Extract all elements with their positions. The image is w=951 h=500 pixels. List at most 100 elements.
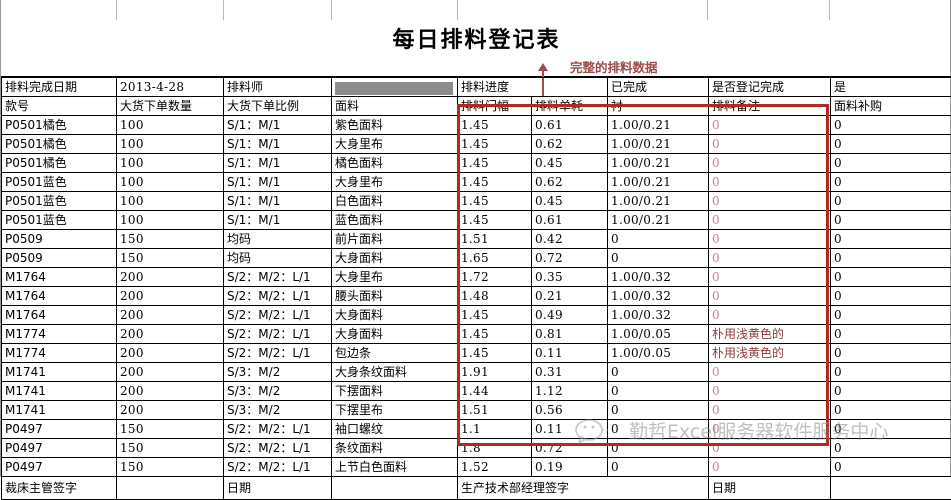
cell-order-ratio[interactable]: S/2：M/2：L/1 [224, 420, 332, 439]
cell-remark[interactable]: 0 [709, 230, 831, 249]
cell-order-ratio[interactable]: S/2：M/2：L/1 [224, 268, 332, 287]
cell-style-no[interactable]: M1741 [2, 401, 117, 420]
cell-unit-consume[interactable]: 0.62 [532, 135, 608, 154]
cell-unit-consume[interactable]: 0.21 [532, 287, 608, 306]
cell-unit-consume[interactable]: 0.81 [532, 325, 608, 344]
cell-style-no[interactable]: M1774 [2, 325, 117, 344]
cell-style-no[interactable]: P0501橘色 [2, 154, 117, 173]
cell-unit-consume[interactable]: 0.42 [532, 230, 608, 249]
cell-unit-consume[interactable]: 0.19 [532, 458, 608, 477]
cell-fabric[interactable]: 紫色面料 [332, 116, 458, 135]
cell-order-ratio[interactable]: S/3：M/2 [224, 401, 332, 420]
cell-order-qty[interactable]: 200 [117, 268, 224, 287]
cell-order-ratio[interactable]: S/1：M/1 [224, 135, 332, 154]
cell-marker-width[interactable]: 1.1 [458, 420, 532, 439]
cell-order-ratio[interactable]: S/2：M/2：L/1 [224, 306, 332, 325]
cell-fabric[interactable]: 大身里布 [332, 135, 458, 154]
cell-interlining[interactable]: 1.00/0.21 [608, 116, 709, 135]
cell-remark[interactable]: 0 [709, 439, 831, 458]
cell-fabric-repurchase[interactable]: 0 [831, 401, 951, 420]
cell-order-qty[interactable]: 100 [117, 173, 224, 192]
cell-fabric[interactable]: 腰头面料 [332, 287, 458, 306]
cell-order-ratio[interactable]: S/3：M/2 [224, 382, 332, 401]
cell-fabric[interactable]: 条纹面料 [332, 439, 458, 458]
cell-interlining[interactable]: 0 [608, 230, 709, 249]
cell-style-no[interactable]: M1774 [2, 344, 117, 363]
cell-interlining[interactable]: 0 [608, 382, 709, 401]
cell-remark[interactable]: 0 [709, 211, 831, 230]
cell-order-qty[interactable]: 200 [117, 344, 224, 363]
cell-marker-width[interactable]: 1.45 [458, 306, 532, 325]
cell-order-qty[interactable]: 200 [117, 382, 224, 401]
cell-interlining[interactable]: 1.00/0.05 [608, 325, 709, 344]
cell-marker-width[interactable]: 1.65 [458, 249, 532, 268]
cell-interlining[interactable]: 1.00/0.05 [608, 344, 709, 363]
cell-interlining[interactable]: 0 [608, 439, 709, 458]
cell-unit-consume[interactable]: 0.31 [532, 363, 608, 382]
cell-order-qty[interactable]: 100 [117, 135, 224, 154]
cell-order-qty[interactable]: 100 [117, 192, 224, 211]
cell-marker-width[interactable]: 1.45 [458, 325, 532, 344]
cell-order-qty[interactable]: 150 [117, 249, 224, 268]
cell-marker-width[interactable]: 1.8 [458, 439, 532, 458]
cell-order-qty[interactable]: 200 [117, 287, 224, 306]
cell-interlining[interactable]: 0 [608, 363, 709, 382]
cell-unit-consume[interactable]: 0.72 [532, 439, 608, 458]
cell-style-no[interactable]: P0497 [2, 420, 117, 439]
cell-fabric-repurchase[interactable]: 0 [831, 344, 951, 363]
cell-marker-width[interactable]: 1.45 [458, 173, 532, 192]
cell-style-no[interactable]: P0501蓝色 [2, 211, 117, 230]
cell-remark[interactable]: 0 [709, 458, 831, 477]
cell-fabric[interactable]: 白色面料 [332, 192, 458, 211]
cell-remark[interactable]: 0 [709, 173, 831, 192]
cell-remark[interactable]: 0 [709, 382, 831, 401]
cell-interlining[interactable]: 1.00/0.21 [608, 192, 709, 211]
cell-style-no[interactable]: M1764 [2, 268, 117, 287]
cell-fabric-repurchase[interactable]: 0 [831, 306, 951, 325]
cell-fabric[interactable]: 大身里布 [332, 268, 458, 287]
cell-unit-consume[interactable]: 0.45 [532, 154, 608, 173]
cell-interlining[interactable]: 1.00/0.21 [608, 211, 709, 230]
cell-order-qty[interactable]: 100 [117, 154, 224, 173]
cell-fabric[interactable]: 大身里布 [332, 173, 458, 192]
cell-order-ratio[interactable]: S/2：M/2：L/1 [224, 439, 332, 458]
cell-remark[interactable]: 0 [709, 306, 831, 325]
cell-fabric-repurchase[interactable]: 0 [831, 173, 951, 192]
cell-fabric[interactable]: 大身条纹面料 [332, 363, 458, 382]
cell-order-ratio[interactable]: S/1：M/1 [224, 116, 332, 135]
value-planner-redacted[interactable] [332, 78, 458, 97]
cell-fabric[interactable]: 蓝色面料 [332, 211, 458, 230]
cell-marker-width[interactable]: 1.45 [458, 154, 532, 173]
cell-fabric-repurchase[interactable]: 0 [831, 382, 951, 401]
cell-unit-consume[interactable]: 1.12 [532, 382, 608, 401]
cell-fabric[interactable]: 橘色面料 [332, 154, 458, 173]
cell-fabric-repurchase[interactable]: 0 [831, 192, 951, 211]
cell-interlining[interactable]: 1.00/0.32 [608, 268, 709, 287]
cell-style-no[interactable]: P0501蓝色 [2, 173, 117, 192]
cell-remark[interactable]: 0 [709, 249, 831, 268]
cell-marker-width[interactable]: 1.48 [458, 287, 532, 306]
cell-order-ratio[interactable]: S/1：M/1 [224, 192, 332, 211]
cell-order-ratio[interactable]: S/1：M/1 [224, 211, 332, 230]
cell-unit-consume[interactable]: 0.61 [532, 116, 608, 135]
cell-order-qty[interactable]: 150 [117, 230, 224, 249]
cell-remark[interactable]: 朴用浅黄色的 [709, 344, 831, 363]
cell-marker-width[interactable]: 1.44 [458, 382, 532, 401]
cell-interlining[interactable]: 1.00/0.21 [608, 135, 709, 154]
cell-order-ratio[interactable]: S/1：M/1 [224, 154, 332, 173]
cell-marker-width[interactable]: 1.45 [458, 344, 532, 363]
cell-fabric[interactable]: 下摆面料 [332, 382, 458, 401]
cell-fabric[interactable]: 大身面料 [332, 306, 458, 325]
cell-order-qty[interactable]: 200 [117, 306, 224, 325]
cell-unit-consume[interactable]: 0.11 [532, 344, 608, 363]
cell-unit-consume[interactable]: 0.11 [532, 420, 608, 439]
cell-style-no[interactable]: P0497 [2, 439, 117, 458]
cell-marker-width[interactable]: 1.91 [458, 363, 532, 382]
cell-fabric[interactable]: 包边条 [332, 344, 458, 363]
cell-order-ratio[interactable]: 均码 [224, 230, 332, 249]
cell-remark[interactable]: 0 [709, 363, 831, 382]
cell-fabric[interactable]: 大身面料 [332, 325, 458, 344]
cell-style-no[interactable]: P0501橘色 [2, 135, 117, 154]
cell-interlining[interactable]: 1.00/0.32 [608, 306, 709, 325]
cell-fabric[interactable]: 袖口螺纹 [332, 420, 458, 439]
